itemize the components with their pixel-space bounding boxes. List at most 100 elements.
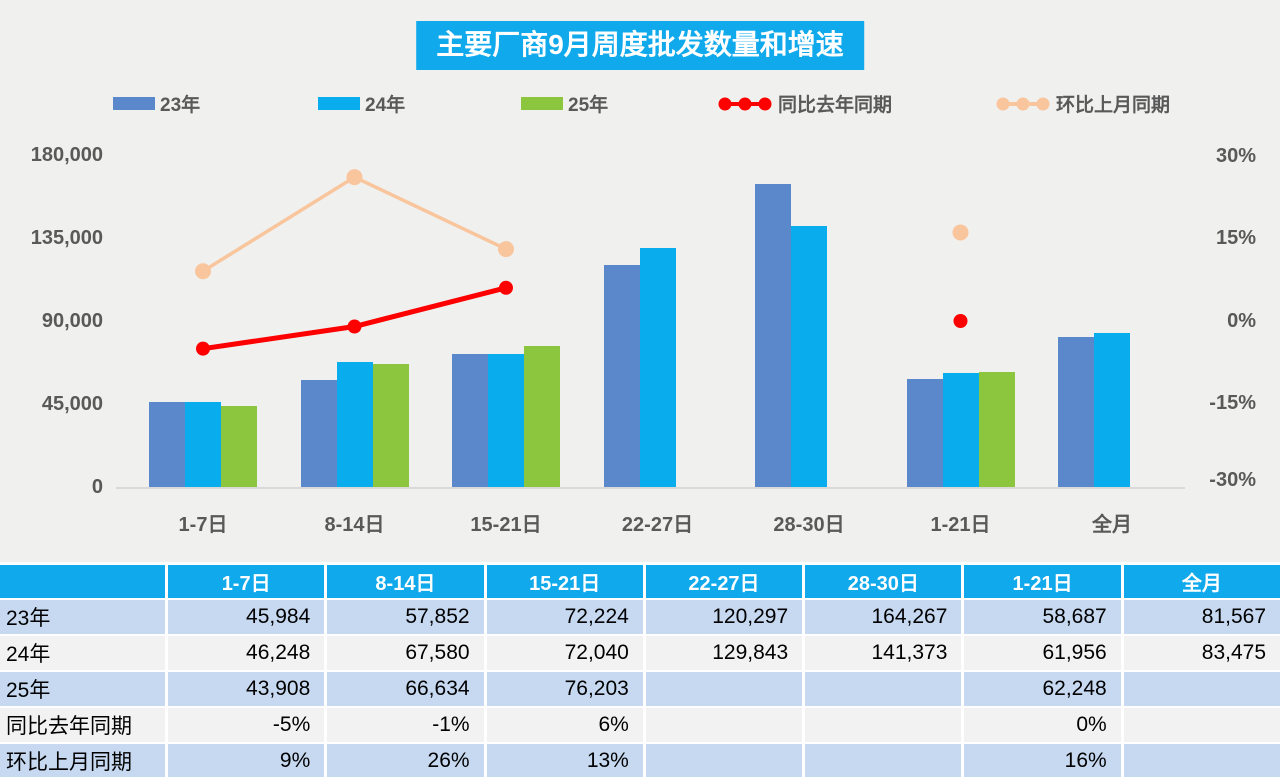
table-cell: 45,984 <box>168 600 325 634</box>
table-cell: 61,956 <box>964 636 1121 670</box>
bar-24年-1-7日 <box>185 401 221 487</box>
table-cell: 129,843 <box>645 636 803 670</box>
bar-23年-8-14日 <box>300 380 337 487</box>
bar-23年-1-7日 <box>149 402 185 487</box>
table-cell: 62,248 <box>964 672 1121 706</box>
table-cell: 164,267 <box>805 600 962 634</box>
table-cell: 72,040 <box>486 636 643 670</box>
x-axis-label: 28-30日 <box>773 514 845 536</box>
table-cell: 0% <box>964 708 1121 742</box>
left-axis-tick: 0 <box>91 476 103 498</box>
legend-bar-swatch-icon <box>521 97 563 110</box>
table-header-cell <box>0 565 165 598</box>
line-point-同比去年同期-15-21日 <box>499 280 513 295</box>
bar-25年-15-21日 <box>524 346 560 487</box>
table-cell <box>805 708 962 742</box>
legend-item-1: 23年 <box>113 90 200 117</box>
x-axis-label: 15-21日 <box>470 514 542 536</box>
line-point-同比去年同期-8-14日 <box>347 319 362 334</box>
right-axis-tick: 0% <box>1227 310 1256 332</box>
bar-23年-全月 <box>1058 336 1094 487</box>
bar-24年-8-14日 <box>336 362 373 487</box>
bar-24年-15-21日 <box>488 354 524 487</box>
table-header-cell: 22-27日 <box>645 565 803 598</box>
table-cell <box>1123 708 1280 742</box>
table-cell: 81,567 <box>1123 600 1280 634</box>
table-cell <box>645 744 803 777</box>
table-cell <box>1123 744 1280 777</box>
table-cell: -5% <box>168 708 325 742</box>
line-point-环比上月同期-1-21日 <box>952 224 969 241</box>
table-cell: 120,297 <box>645 600 803 634</box>
table-cell <box>805 744 962 777</box>
table-header-cell: 1-7日 <box>168 565 325 598</box>
legend-label: 环比上月同期 <box>1056 95 1171 116</box>
legend-label: 23年 <box>160 95 201 116</box>
left-axis-tick: 45,000 <box>41 393 103 415</box>
legend-bar-swatch-icon <box>318 97 360 110</box>
zero-baseline <box>116 487 1185 489</box>
right-axis-tick: -15% <box>1209 392 1256 414</box>
table-cell: 58,687 <box>964 600 1121 634</box>
table-cell: 46,248 <box>168 636 325 670</box>
legend-item-2: 24年 <box>318 90 405 117</box>
line-point-环比上月同期-8-14日 <box>346 169 363 186</box>
legend-item-3: 25年 <box>521 90 608 117</box>
left-axis-tick: 180,000 <box>30 144 103 166</box>
right-axis-tick: 30% <box>1215 145 1256 167</box>
table-cell <box>645 708 803 742</box>
data-table: 1-7日 8-14日 15-21日 22-27日 28-30日 1-21日 全月 23年 45,… <box>0 562 1280 777</box>
bar-24年-22-27日 <box>639 247 676 487</box>
bar-24年-1-21日 <box>942 372 979 487</box>
table-header-cell: 28-30日 <box>805 565 962 598</box>
x-axis-label: 全月 <box>1092 514 1132 536</box>
legend-line-marker-icon <box>718 97 772 110</box>
bar-23年-15-21日 <box>452 353 488 487</box>
x-axis-label: 8-14日 <box>324 514 385 536</box>
table-header-cell: 15-21日 <box>486 565 643 598</box>
bar-25年-1-21日 <box>978 372 1015 487</box>
x-axis-label: 1-7日 <box>178 514 228 536</box>
table-cell: 16% <box>964 744 1121 777</box>
left-axis-tick: 135,000 <box>30 227 103 249</box>
legend-line-marker-icon <box>996 97 1050 110</box>
table-row-label: 24年 <box>0 636 165 670</box>
chart-title: 主要厂商9月周度批发数量和增速 <box>416 21 864 70</box>
bar-25年-8-14日 <box>372 364 409 487</box>
table-cell: 83,475 <box>1123 636 1280 670</box>
legend-label: 24年 <box>365 95 406 116</box>
legend-item-5: 环比上月同期 <box>995 90 1170 117</box>
table-cell: 43,908 <box>168 672 325 706</box>
line-point-环比上月同期-15-21日 <box>498 241 514 258</box>
bar-23年-28-30日 <box>755 184 791 487</box>
table-header-cell: 8-14日 <box>327 565 484 598</box>
bar-23年-1-21日 <box>906 378 943 487</box>
table-cell <box>805 672 962 706</box>
table-cell: 57,852 <box>327 600 484 634</box>
table-cell: 141,373 <box>805 636 962 670</box>
table-cell: 72,224 <box>486 600 643 634</box>
bar-24年-28-30日 <box>791 226 827 487</box>
legend-item-4: 同比去年同期 <box>717 90 892 117</box>
line-point-同比去年同期-1-7日 <box>196 341 210 356</box>
right-axis-tick: -30% <box>1209 469 1256 491</box>
table-cell: 66,634 <box>327 672 484 706</box>
legend-label: 同比去年同期 <box>778 95 893 116</box>
legend-label: 25年 <box>568 95 609 116</box>
bar-23年-22-27日 <box>603 265 640 487</box>
table-header-cell: 1-21日 <box>964 565 1121 598</box>
table-cell <box>1123 672 1280 706</box>
table-header-cell: 全月 <box>1123 565 1280 598</box>
right-axis-tick: 15% <box>1215 227 1256 249</box>
table-row-label: 环比上月同期 <box>0 744 165 777</box>
table-cell: 76,203 <box>486 672 643 706</box>
table-cell: 9% <box>168 744 325 777</box>
table-cell: 67,580 <box>327 636 484 670</box>
table-cell: 6% <box>486 708 643 742</box>
bar-25年-1-7日 <box>221 406 257 487</box>
table-cell: 26% <box>327 744 484 777</box>
table-cell: -1% <box>327 708 484 742</box>
left-axis-tick: 90,000 <box>41 310 103 332</box>
table-cell <box>645 672 803 706</box>
